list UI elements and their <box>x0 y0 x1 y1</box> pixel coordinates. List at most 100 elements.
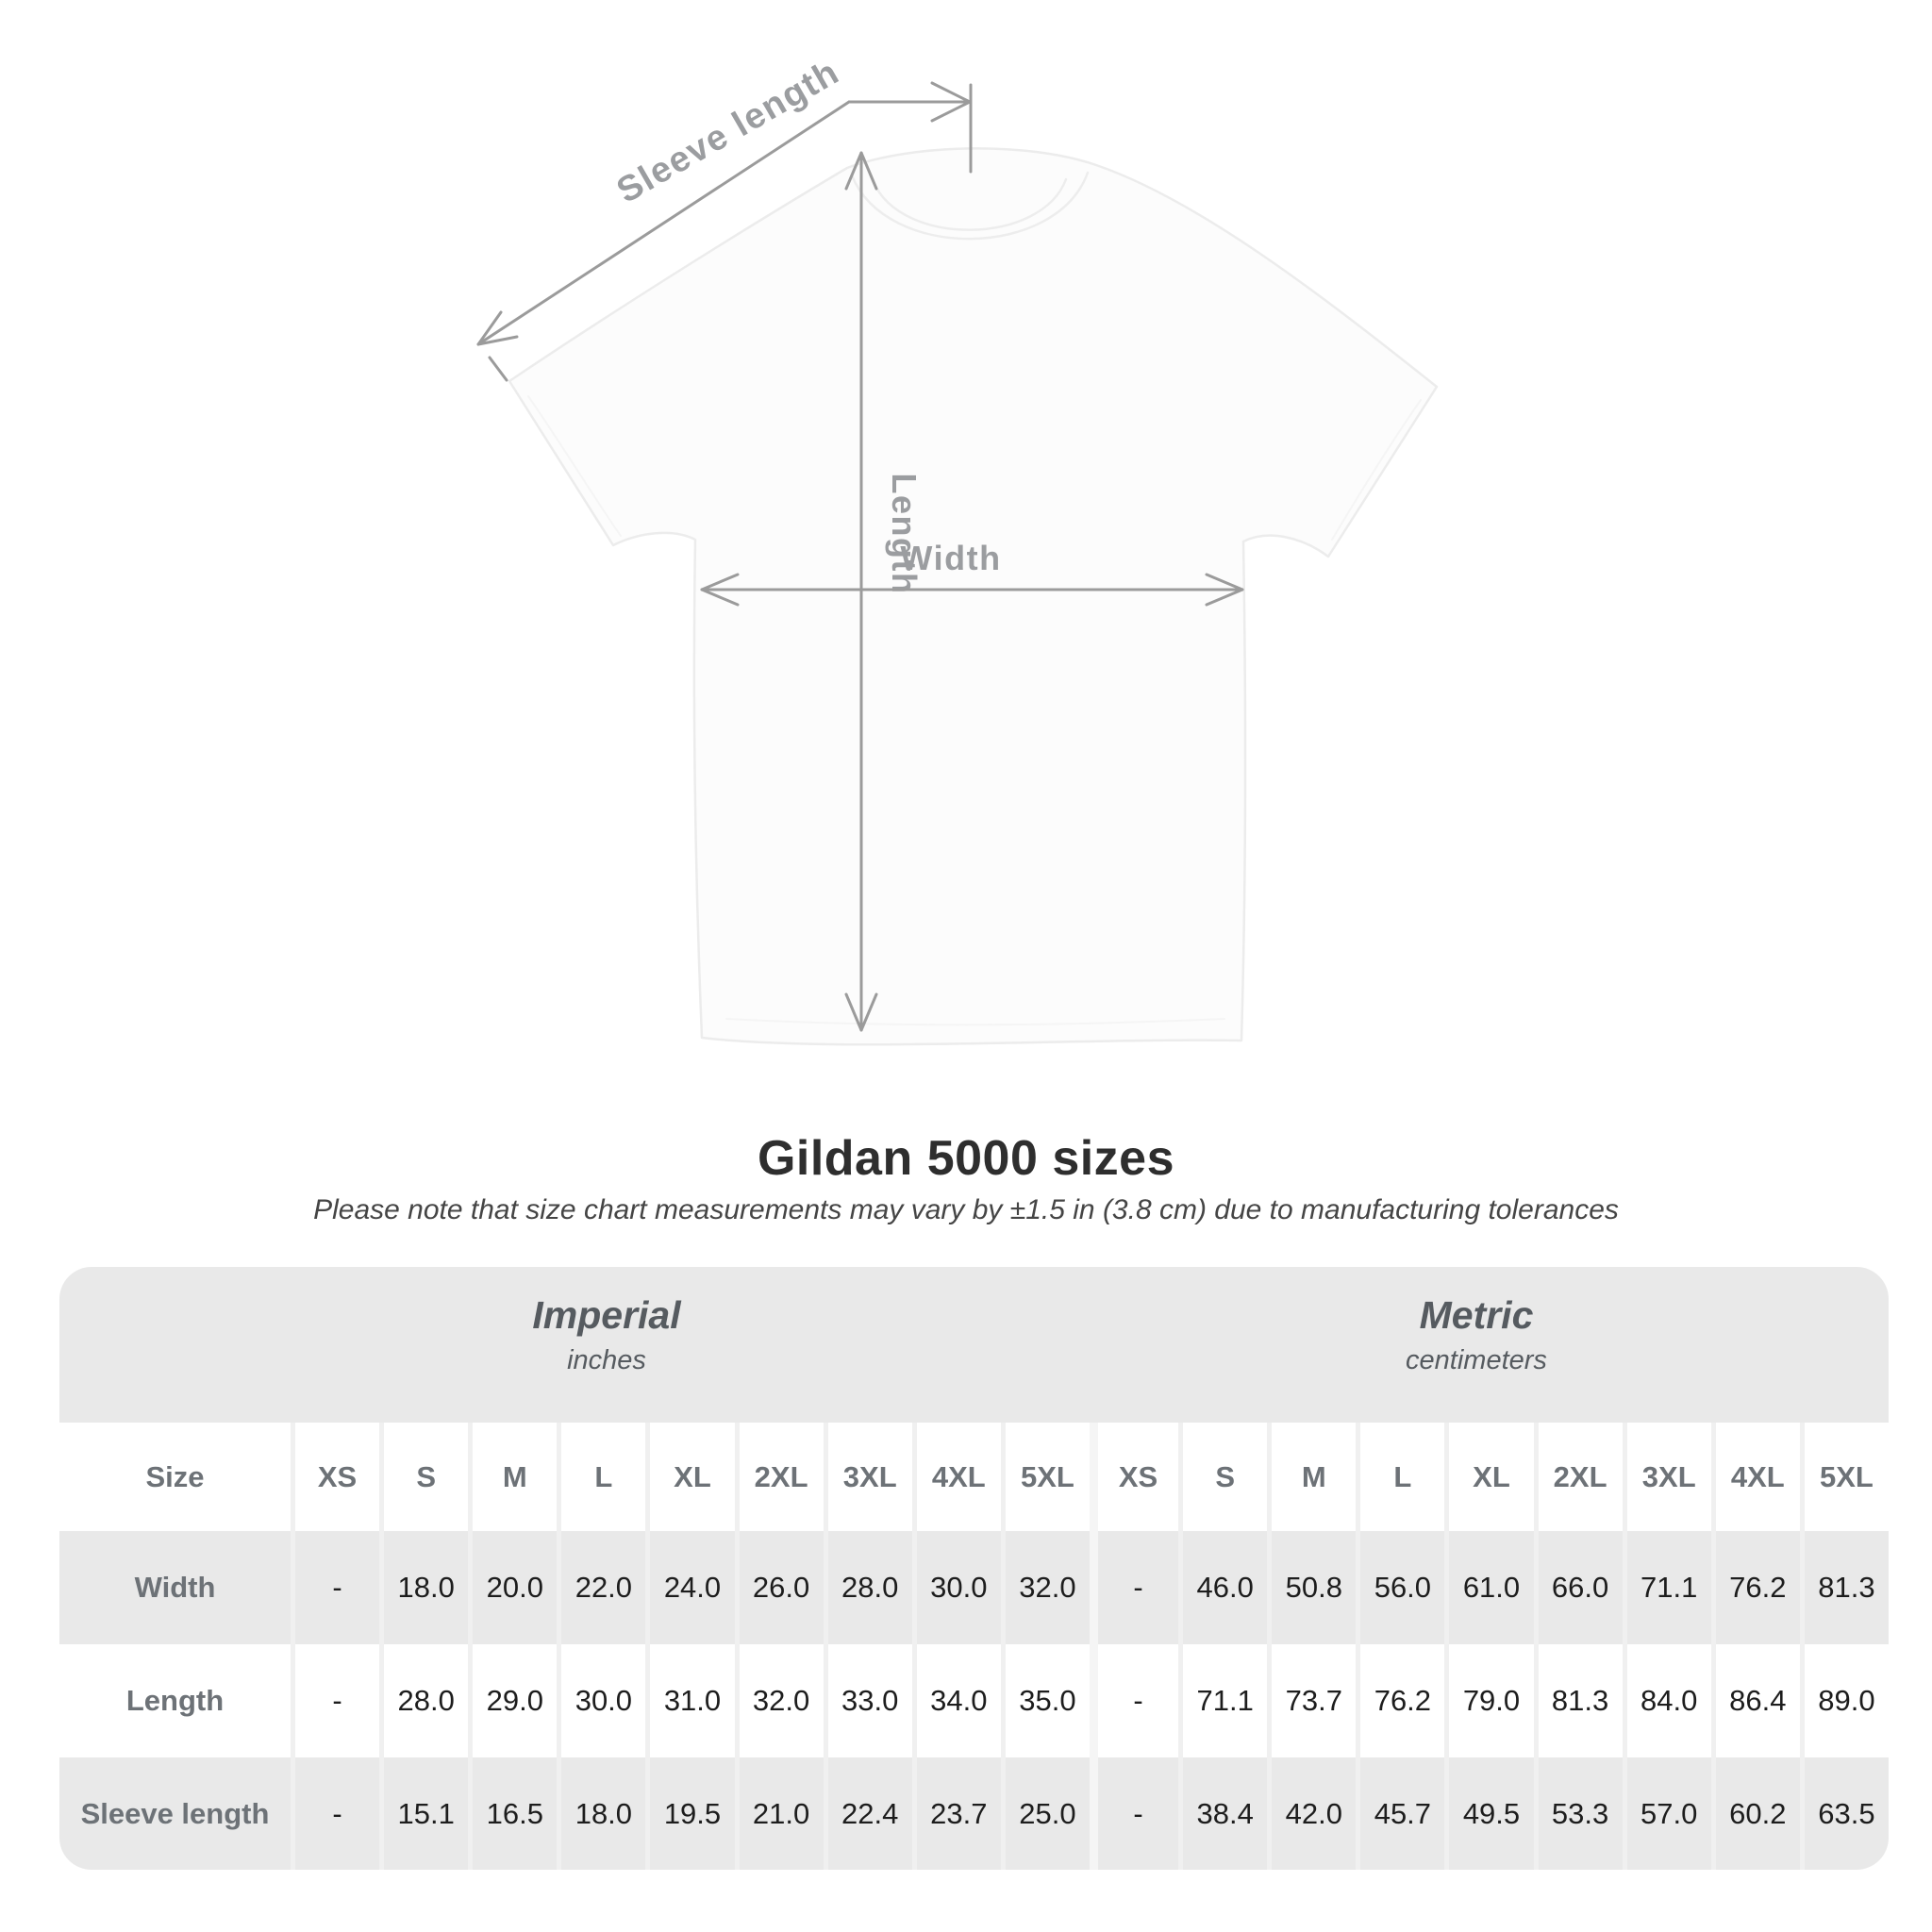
tolerance-note: Please note that size chart measurements… <box>313 1194 1619 1225</box>
table-cell: - <box>1090 1531 1179 1644</box>
size-col-header-metric-5XL: 5XL <box>1799 1423 1889 1531</box>
table-cell: 31.0 <box>645 1644 735 1757</box>
table-cell: 45.7 <box>1356 1757 1445 1870</box>
table-cell: 42.0 <box>1267 1757 1357 1870</box>
size-col-header-imperial-2XL: 2XL <box>734 1423 824 1531</box>
table-cell: 22.0 <box>557 1531 646 1644</box>
size-col-header-imperial-L: L <box>557 1423 646 1531</box>
table-cell: 71.1 <box>1178 1644 1268 1757</box>
metric-label: Metric <box>1419 1293 1534 1337</box>
table-cell: 61.0 <box>1444 1531 1534 1644</box>
size-col-header-imperial-3XL: 3XL <box>823 1423 912 1531</box>
size-col-header-metric-XL: XL <box>1444 1423 1534 1531</box>
tshirt-collar-inner <box>872 177 1068 231</box>
size-col-header-imperial-XS: XS <box>291 1423 380 1531</box>
sleeve-length-label: Sleeve length <box>610 52 846 211</box>
tshirt-illustration <box>508 147 1439 1046</box>
table-cell: 66.0 <box>1533 1531 1623 1644</box>
row-label: Width <box>59 1531 291 1644</box>
table-cell: 60.2 <box>1710 1757 1800 1870</box>
table-cell: 16.5 <box>468 1757 558 1870</box>
table-cell: 25.0 <box>1000 1757 1090 1870</box>
tshirt-left-sleeve-seam <box>527 395 622 537</box>
table-cell: 29.0 <box>468 1644 558 1757</box>
table-cell: - <box>291 1644 380 1757</box>
table-cell: 15.1 <box>379 1757 469 1870</box>
length-arrow: Length <box>844 151 924 1032</box>
width-arrow: Width <box>700 539 1244 607</box>
table-cell: 76.2 <box>1356 1644 1445 1757</box>
table-cell: 32.0 <box>734 1644 824 1757</box>
table-cell: 35.0 <box>1000 1644 1090 1757</box>
unit-band: Imperial inches Metric centimeters <box>59 1267 1889 1423</box>
table-cell: 19.5 <box>645 1757 735 1870</box>
table-cell: - <box>291 1531 380 1644</box>
table-cell: 33.0 <box>823 1644 912 1757</box>
size-col-header-metric-L: L <box>1356 1423 1445 1531</box>
size-col-header-metric-4XL: 4XL <box>1710 1423 1800 1531</box>
size-col-header-metric-2XL: 2XL <box>1533 1423 1623 1531</box>
corner-header-size: Size <box>59 1423 291 1531</box>
size-col-header-imperial-M: M <box>468 1423 558 1531</box>
table-cell: 21.0 <box>734 1757 824 1870</box>
table-cell: 81.3 <box>1533 1644 1623 1757</box>
size-table: Imperial inches Metric centimeters Size X… <box>59 1267 1889 1870</box>
table-cell: 28.0 <box>379 1644 469 1757</box>
table-cell: 86.4 <box>1710 1644 1800 1757</box>
table-cell: 56.0 <box>1356 1531 1445 1644</box>
size-col-header-imperial-5XL: 5XL <box>1000 1423 1090 1531</box>
table-cell: 28.0 <box>823 1531 912 1644</box>
width-label: Width <box>900 539 1001 577</box>
size-col-header-metric-XS: XS <box>1090 1423 1179 1531</box>
imperial-label: Imperial <box>532 1293 681 1337</box>
table-cell: 30.0 <box>911 1531 1001 1644</box>
tshirt-hem-stitch <box>725 1018 1225 1026</box>
table-cell: 32.0 <box>1000 1531 1090 1644</box>
row-label: Sleeve length <box>59 1757 291 1870</box>
size-col-header-metric-3XL: 3XL <box>1622 1423 1711 1531</box>
table-cell: 73.7 <box>1267 1644 1357 1757</box>
table-cell: 46.0 <box>1178 1531 1268 1644</box>
table-cell: 53.3 <box>1533 1757 1623 1870</box>
page-title: Gildan 5000 sizes <box>757 1131 1175 1186</box>
tshirt-collar-outer <box>850 171 1090 241</box>
table-cell: 79.0 <box>1444 1644 1534 1757</box>
table-cell: - <box>1090 1757 1179 1870</box>
table-cell: 57.0 <box>1622 1757 1711 1870</box>
table-cell: 20.0 <box>468 1531 558 1644</box>
imperial-unit-label: inches <box>567 1345 646 1375</box>
unit-group-metric: Metric centimeters <box>1080 1267 1873 1423</box>
table-cell: 50.8 <box>1267 1531 1357 1644</box>
size-col-header-imperial-S: S <box>379 1423 469 1531</box>
table-cell: 76.2 <box>1710 1531 1800 1644</box>
table-cell: 71.1 <box>1622 1531 1711 1644</box>
table-cell: 24.0 <box>645 1531 735 1644</box>
table-cell: 30.0 <box>557 1644 646 1757</box>
unit-group-imperial: Imperial inches <box>210 1267 1003 1423</box>
table-cell: 38.4 <box>1178 1757 1268 1870</box>
table-cell: 63.5 <box>1799 1757 1889 1870</box>
table-cell: 84.0 <box>1622 1644 1711 1757</box>
table-cell: 49.5 <box>1444 1757 1534 1870</box>
tshirt-body-shape <box>508 147 1439 1046</box>
table-cell: 22.4 <box>823 1757 912 1870</box>
table-cell: 81.3 <box>1799 1531 1889 1644</box>
length-label: Length <box>885 474 924 595</box>
table-cell: 89.0 <box>1799 1644 1889 1757</box>
table-cell: 34.0 <box>911 1644 1001 1757</box>
table-cell: 26.0 <box>734 1531 824 1644</box>
size-col-header-metric-S: S <box>1178 1423 1268 1531</box>
table-cell: 18.0 <box>379 1531 469 1644</box>
table-cell: - <box>291 1757 380 1870</box>
size-col-header-imperial-4XL: 4XL <box>911 1423 1001 1531</box>
tshirt-right-sleeve-seam <box>1331 399 1422 541</box>
metric-unit-label: centimeters <box>1406 1345 1547 1375</box>
size-grid: Size XS S M L XL 2XL 3XL 4XL 5XL XS S M L XL 2XL 3XL 4XL 5… <box>59 1423 1889 1870</box>
tshirt-measurement-diagram: Sleeve length Length Width <box>476 52 1439 1046</box>
table-cell: 18.0 <box>557 1757 646 1870</box>
size-col-header-imperial-XL: XL <box>645 1423 735 1531</box>
table-cell: 23.7 <box>911 1757 1001 1870</box>
row-label: Length <box>59 1644 291 1757</box>
size-col-header-metric-M: M <box>1267 1423 1357 1531</box>
